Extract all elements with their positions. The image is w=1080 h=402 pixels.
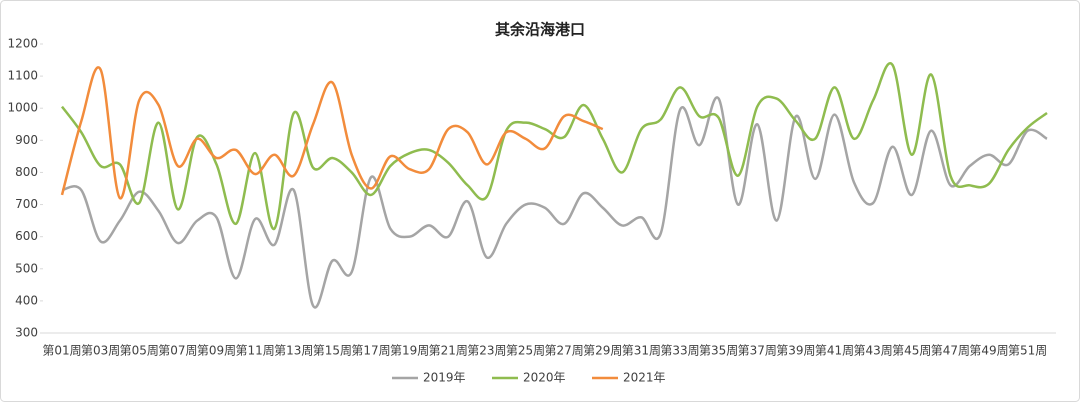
- x-tick-label: 第17周: [351, 344, 390, 358]
- x-tick-label: 第39周: [776, 344, 815, 358]
- x-tick-label: 第51周: [1008, 344, 1047, 358]
- y-tick-label: 300: [15, 326, 38, 340]
- y-tick-label: 800: [15, 165, 38, 179]
- x-tick-label: 第01周: [42, 344, 81, 358]
- x-tick-label: 第35周: [699, 344, 738, 358]
- x-tick-label: 第25周: [506, 344, 545, 358]
- x-tick-label: 第45周: [892, 344, 931, 358]
- x-tick-label: 第21周: [429, 344, 468, 358]
- y-tick-label: 1000: [7, 101, 38, 115]
- legend-label: 2021年: [623, 371, 666, 385]
- x-tick-label: 第33周: [660, 344, 699, 358]
- x-tick-label: 第13周: [274, 344, 313, 358]
- y-tick-label: 600: [15, 229, 38, 243]
- x-tick-label: 第43周: [854, 344, 893, 358]
- x-tick-label: 第27周: [545, 344, 584, 358]
- x-tick-label: 第15周: [313, 344, 352, 358]
- y-tick-label: 700: [15, 197, 38, 211]
- x-tick-label: 第31周: [622, 344, 661, 358]
- y-tick-label: 500: [15, 261, 38, 275]
- series-line: [60, 66, 604, 200]
- x-tick-label: 第49周: [969, 344, 1008, 358]
- x-tick-label: 第09周: [197, 344, 236, 358]
- y-tick-label: 900: [15, 133, 38, 147]
- x-tick-label: 第03周: [81, 344, 120, 358]
- y-tick-label: 1100: [7, 69, 38, 83]
- x-tick-label: 第41周: [815, 344, 854, 358]
- x-tick-label: 第19周: [390, 344, 429, 358]
- y-tick-label: 400: [15, 293, 38, 307]
- x-tick-label: 第29周: [583, 344, 622, 358]
- series-line: [61, 62, 1048, 230]
- x-tick-label: 第05周: [120, 344, 159, 358]
- x-tick-label: 第07周: [158, 344, 197, 358]
- x-tick-label: 第47周: [931, 344, 970, 358]
- x-tick-label: 第11周: [235, 344, 274, 358]
- series-line: [61, 96, 1048, 309]
- x-tick-label: 第23周: [467, 344, 506, 358]
- y-tick-label: 1200: [7, 37, 38, 51]
- legend-label: 2019年: [423, 371, 466, 385]
- x-tick-label: 第37周: [738, 344, 777, 358]
- chart-title: 其余沿海港口: [495, 21, 585, 39]
- legend-label: 2020年: [523, 371, 566, 385]
